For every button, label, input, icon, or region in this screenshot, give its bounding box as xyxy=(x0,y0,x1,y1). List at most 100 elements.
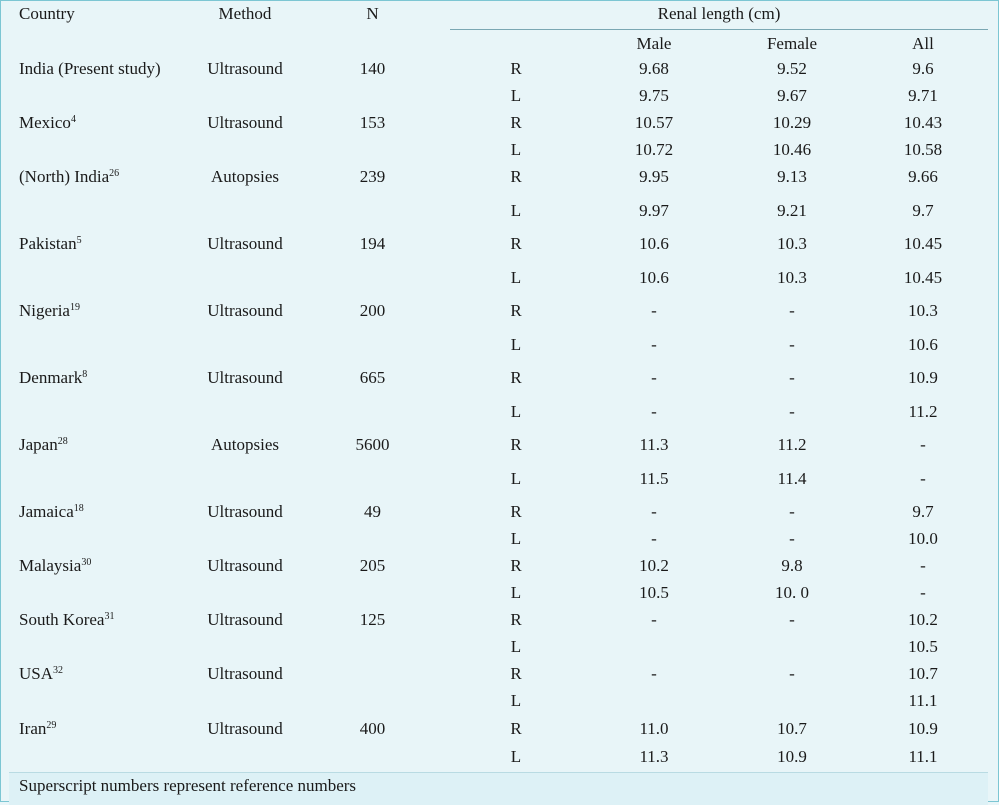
empty-cell xyxy=(9,689,195,717)
method-cell: Autopsies xyxy=(211,435,279,454)
table-row: Denmark8 Ultrasound 665 R - - 10.9 xyxy=(9,366,988,400)
country-cell: Iran29 xyxy=(9,717,195,745)
header-blank xyxy=(195,29,295,57)
female-value-cell: 9.52 xyxy=(777,59,807,78)
table-row: L 9.97 9.21 9.7 xyxy=(9,199,988,232)
side-cell: L xyxy=(510,747,522,766)
country-cell: Denmark8 xyxy=(9,366,195,400)
country-name: Pakistan xyxy=(19,234,77,253)
table-row: L 11.5 11.4 - xyxy=(9,467,988,500)
country-cell: USA32 xyxy=(9,662,195,689)
country-name: Japan xyxy=(19,435,58,454)
all-value-cell: - xyxy=(920,583,926,602)
empty-cell xyxy=(9,635,195,662)
male-value-cell: - xyxy=(651,664,657,683)
empty-cell xyxy=(9,745,195,772)
female-value-cell: 10.3 xyxy=(777,268,807,287)
side-cell: R xyxy=(510,435,522,454)
table-row: L 10.6 10.3 10.45 xyxy=(9,266,988,299)
empty-cell xyxy=(195,467,295,500)
empty-cell xyxy=(9,467,195,500)
male-value-cell: 11.3 xyxy=(639,747,669,766)
reference-superscript: 18 xyxy=(73,503,84,514)
male-value-cell: 11.5 xyxy=(639,469,669,488)
table-row: L 11.1 xyxy=(9,689,988,717)
empty-cell xyxy=(295,527,450,554)
empty-cell xyxy=(195,138,295,165)
reference-superscript: 31 xyxy=(104,611,115,622)
female-value-cell: - xyxy=(789,610,795,629)
male-value-cell: 11.3 xyxy=(639,435,669,454)
female-value-cell: 10.29 xyxy=(772,113,812,132)
reference-superscript: 5 xyxy=(76,235,82,246)
table-row: South Korea31 Ultrasound 125 R - - 10.2 xyxy=(9,608,988,635)
all-value-cell: 9.71 xyxy=(908,86,938,105)
empty-cell xyxy=(295,400,450,433)
country-name: South Korea xyxy=(19,610,105,629)
all-value-cell: 10.7 xyxy=(908,664,938,683)
female-value-cell: 9.67 xyxy=(777,86,807,105)
empty-cell xyxy=(195,400,295,433)
method-cell: Ultrasound xyxy=(207,719,283,738)
side-cell: L xyxy=(510,86,522,105)
header-method: Method xyxy=(218,4,272,23)
country-name: Jamaica xyxy=(19,502,74,521)
all-value-cell: 10.45 xyxy=(903,234,943,253)
empty-cell xyxy=(295,138,450,165)
empty-cell xyxy=(195,745,295,772)
side-cell: R xyxy=(510,59,522,78)
male-value-cell: 10.6 xyxy=(639,234,669,253)
all-value-cell: 10.6 xyxy=(908,335,938,354)
female-value-cell: 9.13 xyxy=(777,167,807,186)
table-row: L - - 10.6 xyxy=(9,333,988,366)
country-cell: India (Present study) xyxy=(9,57,195,84)
n-cell xyxy=(295,662,450,689)
reference-superscript: 30 xyxy=(81,557,92,568)
empty-cell xyxy=(295,84,450,111)
country-cell: Japan28 xyxy=(9,433,195,467)
female-value-cell xyxy=(726,635,858,662)
side-cell: L xyxy=(510,268,522,287)
n-cell: 665 xyxy=(359,368,386,387)
all-value-cell: 11.1 xyxy=(908,691,938,710)
empty-cell xyxy=(195,689,295,717)
male-value-cell: - xyxy=(651,502,657,521)
male-value-cell: - xyxy=(651,610,657,629)
female-value-cell: - xyxy=(789,502,795,521)
side-cell: R xyxy=(510,502,522,521)
male-value-cell: 11.0 xyxy=(639,719,669,738)
table-row: L 10.5 10. 0 - xyxy=(9,581,988,608)
n-cell: 205 xyxy=(359,556,386,575)
female-value-cell: - xyxy=(789,402,795,421)
male-value-cell: 10.5 xyxy=(639,583,669,602)
female-value-cell: 10. 0 xyxy=(775,583,809,602)
method-cell: Ultrasound xyxy=(207,301,283,320)
male-value-cell: 10.57 xyxy=(634,113,674,132)
all-value-cell: - xyxy=(920,556,926,575)
renal-length-table: Country Method N Renal length (cm) Male … xyxy=(9,1,988,805)
table-row: L - - 11.2 xyxy=(9,400,988,433)
empty-cell xyxy=(295,467,450,500)
reference-superscript: 32 xyxy=(53,665,64,676)
female-value-cell: 9.21 xyxy=(777,201,807,220)
country-name: Iran xyxy=(19,719,47,738)
male-value-cell: 10.2 xyxy=(639,556,669,575)
all-value-cell: - xyxy=(920,435,926,454)
empty-cell xyxy=(195,527,295,554)
country-cell: Jamaica18 xyxy=(9,500,195,527)
table-row: L 11.3 10.9 11.1 xyxy=(9,745,988,772)
side-cell: L xyxy=(510,691,522,710)
method-cell: Ultrasound xyxy=(207,368,283,387)
table-body: India (Present study) Ultrasound 140 R 9.68 9… xyxy=(9,57,988,772)
all-value-cell: 10.5 xyxy=(908,637,938,656)
female-value-cell: - xyxy=(789,664,795,683)
header-country: Country xyxy=(19,4,75,23)
female-value-cell: 10.46 xyxy=(772,140,812,159)
female-value-cell: 9.8 xyxy=(781,556,803,575)
table-row: Jamaica18 Ultrasound 49 R - - 9.7 xyxy=(9,500,988,527)
table-row: L 9.75 9.67 9.71 xyxy=(9,84,988,111)
country-name: Malaysia xyxy=(19,556,82,575)
side-cell: R xyxy=(510,301,522,320)
male-value-cell: - xyxy=(651,402,657,421)
